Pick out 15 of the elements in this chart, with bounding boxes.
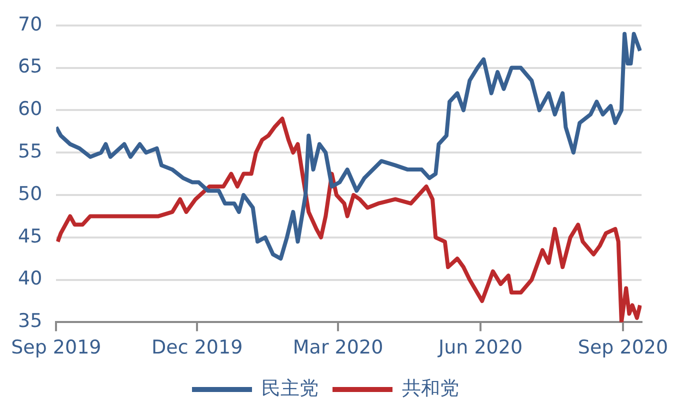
y-tick-label: 35 [18,310,42,332]
y-tick-label: 40 [18,268,42,290]
x-tick-label: Jun 2020 [437,336,523,359]
x-tick-label: Sep 2019 [11,336,102,359]
y-tick-label: 60 [18,98,42,120]
y-tick-label: 65 [18,56,42,78]
y-tick-label: 45 [18,225,42,248]
x-tick-label: Mar 2020 [292,336,384,359]
x-tick-label: Dec 2019 [152,336,243,359]
x-tick-label: Sep 2020 [578,336,668,359]
y-tick-label: 55 [18,140,42,163]
legend-label: 共和党 [402,377,459,400]
legend-label: 民主党 [262,377,318,400]
y-tick-label: 50 [18,182,42,205]
y-tick-label: 70 [18,13,42,36]
